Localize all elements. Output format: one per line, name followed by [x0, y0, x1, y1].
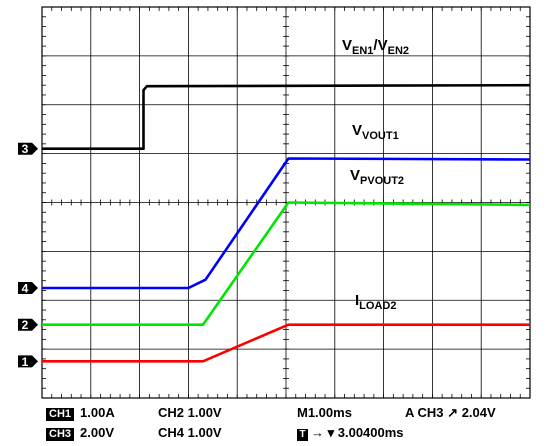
timebase-readout: M1.00ms — [297, 405, 352, 420]
ch1-tag: CH1 — [46, 408, 75, 421]
ch3-readout: CH3 2.00V — [46, 425, 114, 441]
channel-marker-number: 3 — [22, 142, 29, 156]
channel-marker-shape — [18, 355, 38, 368]
trigger-edge-icon: ↗ — [447, 405, 459, 420]
label-subscript: LOAD2 — [359, 300, 396, 312]
label-subscript: VOUT1 — [362, 130, 399, 142]
trigger-position: → ▾ 3.00400ms — [311, 425, 404, 440]
label-main: V — [352, 122, 362, 139]
channel-marker-number: 4 — [22, 282, 29, 296]
trigger-position-readout: T → ▾ 3.00400ms — [297, 425, 404, 441]
ch3-tag: CH3 — [46, 428, 75, 441]
label-main: V — [350, 167, 360, 184]
trace-label-1: ILOAD2 — [355, 292, 396, 312]
channel-marker-number: 1 — [22, 355, 29, 369]
channel-marker-shape — [18, 142, 38, 155]
label-main: I — [355, 292, 359, 309]
trace-1 — [42, 323, 530, 363]
ch4-readout: CH4 1.00V — [158, 425, 222, 440]
label-main: V — [342, 37, 352, 54]
label-separator: /V — [373, 37, 387, 54]
channel-marker-3[interactable]: 3 — [18, 142, 38, 156]
trace-label-4: VVOUT1 — [352, 122, 399, 142]
channel-marker-4[interactable]: 4 — [18, 282, 38, 296]
channel-marker-shape — [18, 282, 38, 295]
ch1-readout: CH1 1.00A — [46, 405, 115, 421]
graticule-grid — [41, 6, 531, 399]
channel-marker-2[interactable]: 2 — [18, 318, 38, 332]
trace-2 — [42, 201, 531, 326]
trigger-source: A CH3 — [405, 405, 444, 420]
trigger-level: 2.04V — [461, 405, 496, 420]
ch2-readout: CH2 1.00V — [158, 405, 222, 420]
label-subscript: PVOUT2 — [360, 175, 404, 187]
label-subscript: EN2 — [388, 45, 409, 57]
channel-marker-number: 2 — [22, 318, 29, 332]
trace-4 — [42, 157, 531, 290]
trace-3 — [42, 83, 531, 150]
label-subscript: EN1 — [352, 45, 373, 57]
trace-label-3: VEN1/VEN2 — [342, 37, 409, 57]
ch3-scale: 2.00V — [80, 425, 114, 440]
ch1-scale: 1.00A — [80, 405, 115, 420]
waveform-traces — [42, 83, 531, 363]
trigger-position-icon: T — [297, 429, 308, 441]
trigger-readout: A CH3 ↗ 2.04V — [405, 405, 496, 421]
channel-marker-1[interactable]: 1 — [18, 355, 38, 369]
channel-ground-markers: 3 4 2 1 — [18, 142, 38, 369]
channel-marker-shape — [18, 318, 38, 331]
trace-label-2: VPVOUT2 — [350, 167, 404, 187]
